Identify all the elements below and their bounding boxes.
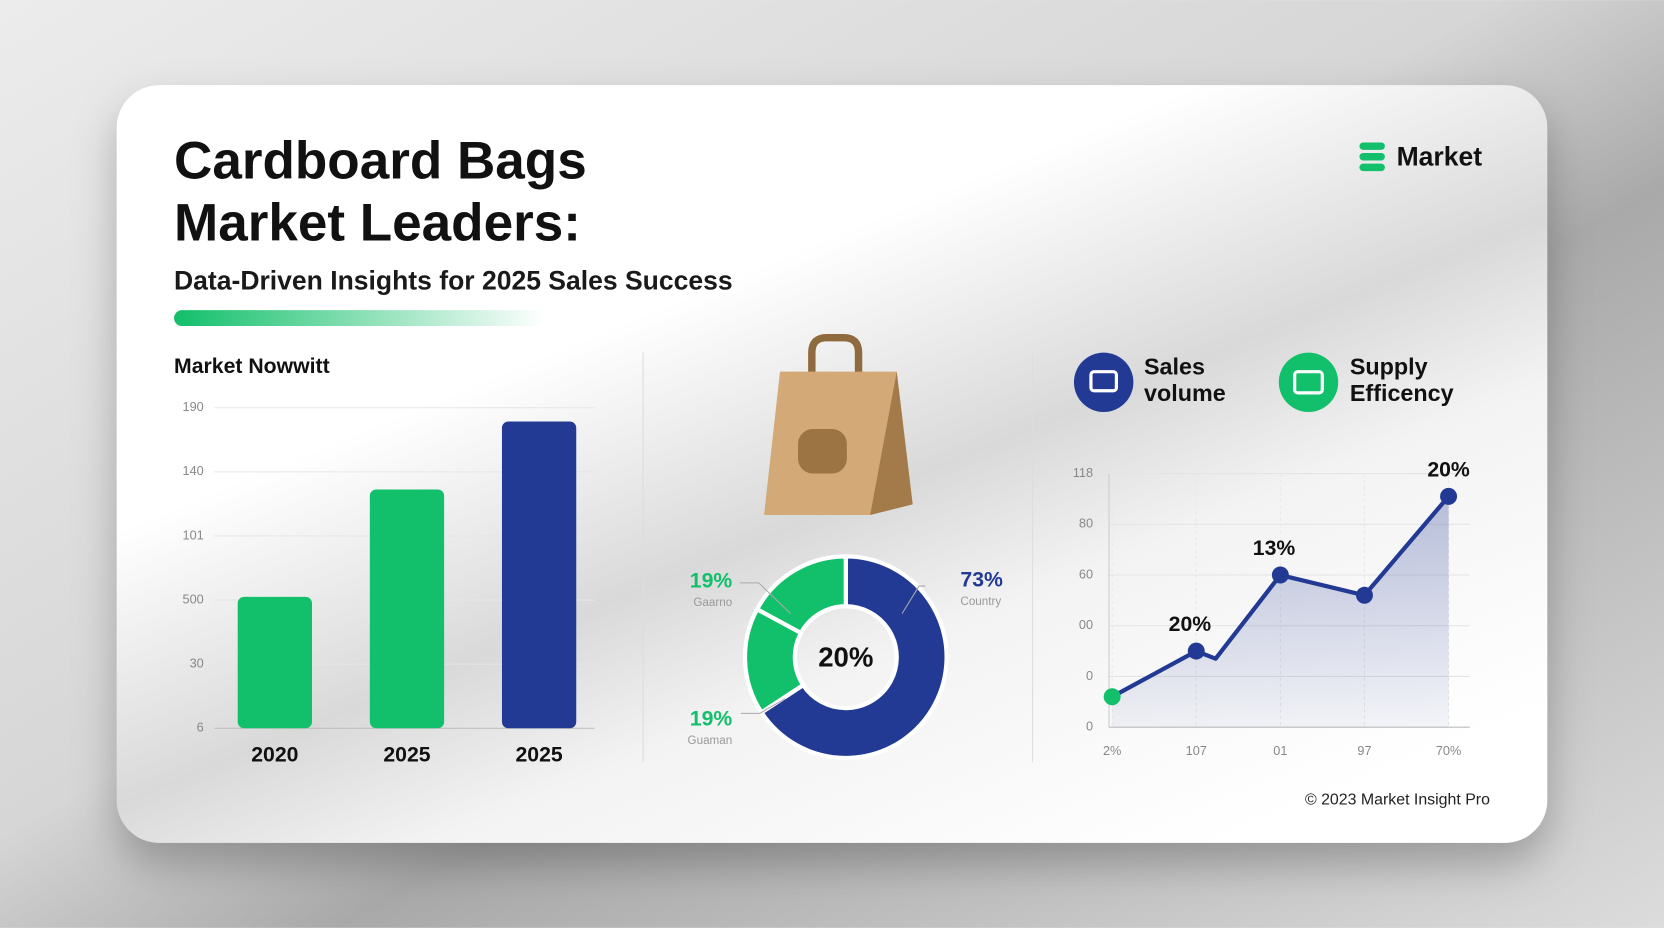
y-tick-label: 80 bbox=[1079, 516, 1093, 531]
y-tick-label: 00 bbox=[1079, 617, 1093, 632]
x-tick-label: 2020 bbox=[251, 743, 298, 766]
legend-label: Supply bbox=[1350, 354, 1428, 380]
point bbox=[1103, 688, 1121, 706]
y-tick-label: 190 bbox=[183, 399, 204, 414]
y-tick-label: 0 bbox=[1086, 719, 1093, 734]
donut-segment bbox=[754, 554, 848, 636]
title: Market Leaders: bbox=[174, 193, 581, 252]
title: Cardboard Bags bbox=[174, 132, 587, 191]
y-tick-label: 6 bbox=[197, 720, 204, 735]
logo-text: Market bbox=[1397, 141, 1483, 171]
x-tick-label: 97 bbox=[1357, 743, 1371, 758]
x-tick-label: 70% bbox=[1436, 743, 1461, 758]
y-tick-label: 118 bbox=[1073, 465, 1093, 480]
bar bbox=[237, 596, 312, 729]
donut-segment bbox=[758, 554, 949, 761]
leader-line bbox=[901, 585, 926, 614]
legend-label: Efficency bbox=[1350, 380, 1454, 406]
bar bbox=[369, 489, 445, 729]
annotation: 20% bbox=[1169, 613, 1212, 636]
point bbox=[1187, 642, 1205, 660]
segment-label: Country bbox=[960, 595, 1001, 608]
footer: © 2023 Market Insight Pro bbox=[1305, 792, 1490, 809]
y-tick-label: 0 bbox=[1086, 668, 1093, 683]
subtitle: Data-Driven Insights for 2025 Sales Succ… bbox=[174, 266, 733, 296]
line bbox=[1111, 495, 1451, 699]
annotation: 20% bbox=[1427, 459, 1470, 482]
bar bbox=[501, 421, 577, 729]
legend-label: volume bbox=[1144, 380, 1226, 406]
y-tick-label: 60 bbox=[1079, 566, 1093, 581]
x-tick-label: 01 bbox=[1273, 743, 1287, 758]
x-tick-label: 107 bbox=[1186, 743, 1207, 758]
legend-label: Sales bbox=[1144, 354, 1205, 380]
segment-label: Guaman bbox=[688, 734, 733, 747]
y-tick-label: 140 bbox=[183, 463, 204, 478]
x-tick-label: 2% bbox=[1103, 743, 1121, 758]
y-tick-label: 30 bbox=[190, 656, 204, 671]
point bbox=[1440, 487, 1458, 505]
legend: Sales volume Supply Efficency bbox=[1073, 352, 1454, 412]
point bbox=[1271, 566, 1289, 584]
accent-bar bbox=[174, 310, 546, 327]
x-tick-label: 2025 bbox=[515, 743, 562, 766]
area bbox=[1112, 496, 1449, 728]
bag-icon bbox=[764, 334, 913, 515]
leader-line bbox=[740, 698, 786, 714]
logo: Market bbox=[1359, 141, 1482, 171]
data-label: 19% bbox=[690, 569, 733, 592]
point bbox=[1355, 586, 1373, 604]
segment-label: Gaarno bbox=[693, 596, 732, 609]
chart-title: Market Nowwitt bbox=[174, 355, 330, 378]
x-tick-label: 2025 bbox=[383, 743, 430, 766]
leader-line bbox=[739, 582, 791, 615]
annotation: 13% bbox=[1253, 537, 1296, 560]
y-tick-label: 101 bbox=[183, 527, 204, 542]
center-label: 20% bbox=[818, 642, 873, 673]
y-tick-label: 500 bbox=[183, 591, 204, 606]
data-label: 73% bbox=[960, 568, 1003, 591]
data-label: 19% bbox=[690, 707, 733, 730]
